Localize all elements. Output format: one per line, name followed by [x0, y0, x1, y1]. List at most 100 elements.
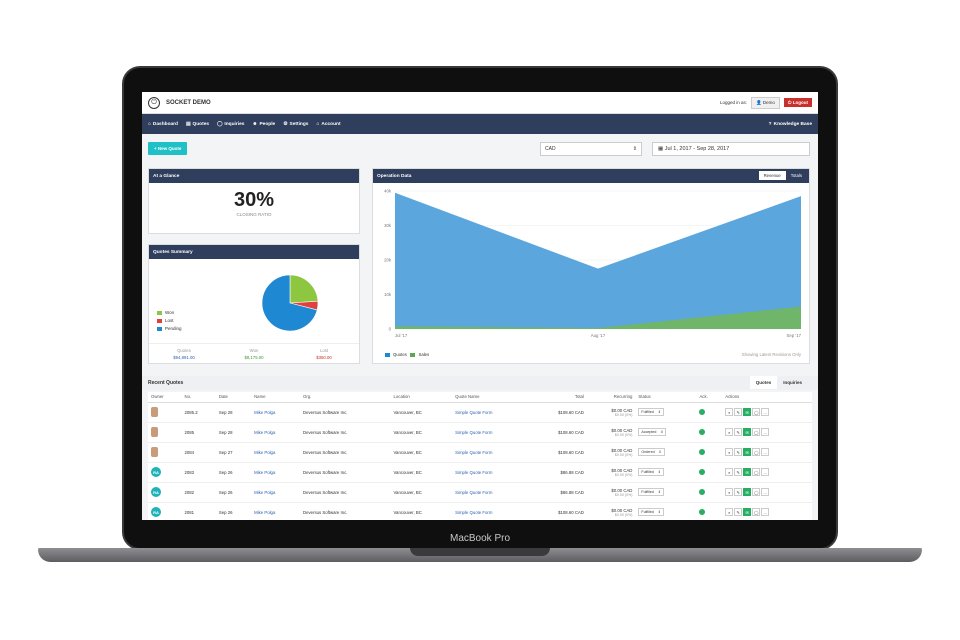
view-icon[interactable]: ⌕ — [725, 408, 734, 416]
quote-date: Sep 26 — [215, 462, 252, 483]
quote-name-link[interactable]: Simple Quote Form — [452, 462, 530, 483]
comment-icon[interactable]: ◯ — [752, 448, 761, 456]
comment-icon[interactable]: ◯ — [752, 428, 761, 436]
recurring: $0.00 CAD $0.00 (0%) — [586, 482, 636, 503]
edit-icon[interactable]: ✎ — [734, 448, 743, 456]
tab-recent-quotes[interactable]: Quotes — [749, 376, 778, 389]
status-select[interactable]: Fulfilled ⇕ — [638, 468, 664, 476]
date-range-picker[interactable]: ▦ Jul 1, 2017 - Sep 28, 2017 — [652, 142, 810, 156]
summary-value: $350.00 — [316, 355, 332, 360]
table-row[interactable]: 2085.2 Sep 28 Mike Polga Deversus Softwa… — [148, 402, 812, 423]
table-row[interactable]: RA 2081 Sep 26 Mike Polga Deversus Softw… — [148, 502, 812, 520]
table-row[interactable]: RA 2083 Sep 26 Mike Polga Deversus Softw… — [148, 462, 812, 483]
recurring-value: $0.00 CAD — [611, 487, 633, 493]
edit-icon[interactable]: ✎ — [734, 488, 743, 496]
table-row[interactable]: 2085 Sep 28 Mike Polga Deversus Software… — [148, 422, 812, 443]
nav-dashboard[interactable]: ⌂ Dashboard — [148, 122, 178, 127]
recurring: $0.00 CAD $0.00 (0%) — [586, 462, 636, 483]
nav-label: Knowledge Base — [773, 121, 812, 127]
status-select[interactable]: Ordered ⇕ — [638, 448, 665, 456]
contact-name-link[interactable]: Mike Polga — [251, 422, 301, 443]
summary-label: Quotes — [177, 348, 191, 353]
y-tick-label: 40k — [384, 189, 392, 194]
select-arrow-icon: ⇕ — [657, 510, 661, 514]
email-icon[interactable]: ✉ — [743, 508, 752, 516]
nav-label: Inquiries — [224, 121, 245, 127]
more-icon[interactable]: … — [761, 508, 770, 516]
nav-knowledge-base[interactable]: ? Knowledge Base — [769, 122, 812, 127]
nav-quotes[interactable]: ▤ Quotes — [186, 122, 209, 127]
comment-icon[interactable]: ◯ — [752, 408, 761, 416]
quote-name-link[interactable]: Simple Quote Form — [452, 502, 530, 520]
org-name: Deversus Software Inc. — [300, 422, 391, 443]
nav-settings[interactable]: ⚙ Settings — [283, 122, 308, 127]
app-title: SOCKET DEMO — [166, 99, 211, 106]
pie-slice-pending[interactable] — [261, 274, 318, 332]
more-icon[interactable]: … — [761, 448, 770, 456]
comment-icon[interactable]: ◯ — [752, 508, 761, 516]
email-icon[interactable]: ✉ — [743, 408, 752, 416]
email-icon[interactable]: ✉ — [743, 488, 752, 496]
edit-icon[interactable]: ✎ — [734, 508, 743, 516]
nav-inquiries[interactable]: ◯ Inquiries — [217, 122, 244, 127]
currency-select[interactable]: CAD ⇕ — [540, 142, 642, 156]
view-icon[interactable]: ⌕ — [725, 428, 734, 436]
calendar-icon: ▦ — [658, 146, 664, 152]
view-icon[interactable]: ⌕ — [725, 468, 734, 476]
comment-icon[interactable]: ◯ — [752, 468, 761, 476]
quote-total: $108.60 CAD — [529, 442, 587, 463]
people-icon: ☻ — [252, 121, 258, 127]
view-icon[interactable]: ⌕ — [725, 508, 734, 516]
table-row[interactable]: RA 2082 Sep 26 Mike Polga Deversus Softw… — [148, 482, 812, 503]
column-header: Ack. — [696, 392, 723, 403]
status-select[interactable]: Accepted ⇕ — [638, 428, 667, 436]
status-select[interactable]: Fulfilled ⇕ — [638, 508, 664, 516]
tab-recent-inquiries[interactable]: Inquiries — [783, 380, 802, 385]
ack-check-icon — [699, 488, 706, 495]
contact-name-link[interactable]: Mike Polga — [251, 502, 301, 520]
nav-people[interactable]: ☻ People — [252, 122, 275, 127]
status-select[interactable]: Fulfilled ⇕ — [638, 488, 664, 496]
comment-icon[interactable]: ◯ — [752, 488, 761, 496]
quote-name-link[interactable]: Simple Quote Form — [452, 422, 530, 443]
table-row[interactable]: 2084 Sep 27 Mike Polga Deversus Software… — [148, 442, 812, 463]
more-icon[interactable]: … — [761, 408, 770, 416]
view-icon[interactable]: ⌕ — [725, 488, 734, 496]
owner-avatar — [151, 427, 158, 437]
pie-slice-won[interactable] — [289, 274, 319, 304]
email-icon[interactable]: ✉ — [743, 448, 752, 456]
device-label: MacBook Pro — [449, 533, 511, 544]
legend-label: Sales — [418, 352, 430, 357]
quote-name-link[interactable]: Simple Quote Form — [452, 402, 530, 423]
more-icon[interactable]: … — [761, 488, 770, 496]
contact-name-link[interactable]: Mike Polga — [251, 482, 301, 503]
contact-name-link[interactable]: Mike Polga — [251, 442, 301, 463]
edit-icon[interactable]: ✎ — [734, 408, 743, 416]
user-menu[interactable]: 👤 Demo — [751, 96, 780, 109]
email-icon[interactable]: ✉ — [743, 428, 752, 436]
legend-swatch-lost — [157, 318, 162, 323]
view-icon[interactable]: ⌕ — [725, 448, 734, 456]
quote-name-link[interactable]: Simple Quote Form — [452, 442, 530, 463]
new-quote-button[interactable]: + New Quote — [148, 142, 188, 155]
status-value: Fulfilled — [641, 490, 654, 494]
quote-date: Sep 27 — [215, 442, 252, 463]
row-actions: ⌕ ✎ ✉ ◯ … — [725, 448, 770, 456]
edit-icon[interactable]: ✎ — [734, 428, 743, 436]
tab-totals[interactable]: Totals — [790, 173, 802, 178]
contact-name-link[interactable]: Mike Polga — [251, 462, 301, 483]
more-icon[interactable]: … — [761, 468, 770, 476]
edit-icon[interactable]: ✎ — [734, 468, 743, 476]
nav-account[interactable]: ⌂ Account — [316, 122, 340, 127]
socket-logo-icon[interactable]: ⏻ — [148, 96, 160, 109]
quote-number: 2081 — [181, 502, 216, 520]
quote-name-link[interactable]: Simple Quote Form — [452, 482, 530, 503]
column-header: Quote Name — [452, 392, 530, 403]
email-icon[interactable]: ✉ — [743, 468, 752, 476]
contact-name-link[interactable]: Mike Polga — [251, 402, 301, 423]
currency-value: CAD — [545, 146, 556, 152]
logout-button[interactable]: ⏻ Logout — [783, 98, 812, 107]
more-icon[interactable]: … — [761, 428, 770, 436]
status-select[interactable]: Fulfilled ⇕ — [638, 408, 664, 416]
tab-revenue[interactable]: Revenue — [758, 171, 786, 180]
